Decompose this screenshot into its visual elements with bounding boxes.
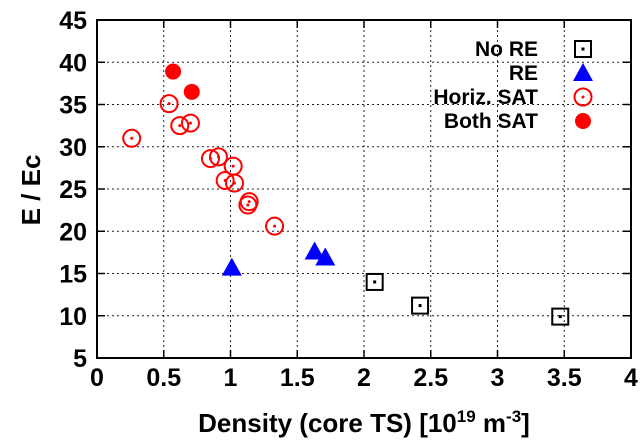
series-no-re <box>365 272 570 326</box>
legend-label: Horiz. SAT <box>433 86 538 109</box>
legend-label: RE <box>509 62 538 85</box>
data-point <box>411 296 430 315</box>
y-tick-label: 10 <box>59 303 87 331</box>
data-point <box>165 63 182 80</box>
legend-marker <box>573 63 593 81</box>
y-tick-label: 20 <box>59 218 87 246</box>
data-point <box>238 195 258 215</box>
x-tick-label: 3.5 <box>547 364 582 392</box>
point-layer <box>122 63 570 326</box>
data-point <box>551 307 570 326</box>
legend-marker <box>574 40 592 58</box>
data-point <box>183 83 200 100</box>
x-tick-label: 2.5 <box>413 364 448 392</box>
y-tick-label: 25 <box>59 176 87 204</box>
legend-label: Both SAT <box>444 110 538 133</box>
x-tick-label: 3 <box>491 364 505 392</box>
data-point <box>315 247 336 266</box>
data-point <box>180 113 200 133</box>
data-point <box>170 116 190 136</box>
y-tick-label: 35 <box>59 92 87 120</box>
y-axis-label: E / Ec <box>16 155 46 226</box>
legend-marker <box>573 87 593 107</box>
series-horiz-sat <box>122 94 285 236</box>
legend-marker <box>575 113 591 129</box>
data-point <box>365 272 384 291</box>
x-tick-label: 2 <box>357 364 371 392</box>
data-point <box>304 241 325 260</box>
x-tick-label: 1.5 <box>280 364 315 392</box>
y-tick-label: 40 <box>59 49 87 77</box>
y-tick-label: 45 <box>59 7 87 35</box>
x-tick-label: 0.5 <box>146 364 181 392</box>
y-tick-label: 15 <box>59 261 87 289</box>
y-tick-label: 5 <box>73 345 87 373</box>
x-tick-label: 0 <box>90 364 104 392</box>
data-point <box>265 216 285 236</box>
series-re <box>221 241 336 276</box>
data-point <box>159 94 179 114</box>
x-tick-label: 4 <box>624 364 638 392</box>
x-tick-label: 1 <box>224 364 238 392</box>
data-point <box>208 147 228 167</box>
y-tick-label: 30 <box>59 134 87 162</box>
legend-label: No RE <box>475 38 538 61</box>
data-point <box>225 173 245 193</box>
x-axis-label: Density (core TS) [1019 m-3] <box>198 407 530 438</box>
grid-layer <box>97 20 631 358</box>
data-point <box>221 257 242 276</box>
data-point <box>122 128 142 148</box>
series-both-sat <box>165 63 200 100</box>
